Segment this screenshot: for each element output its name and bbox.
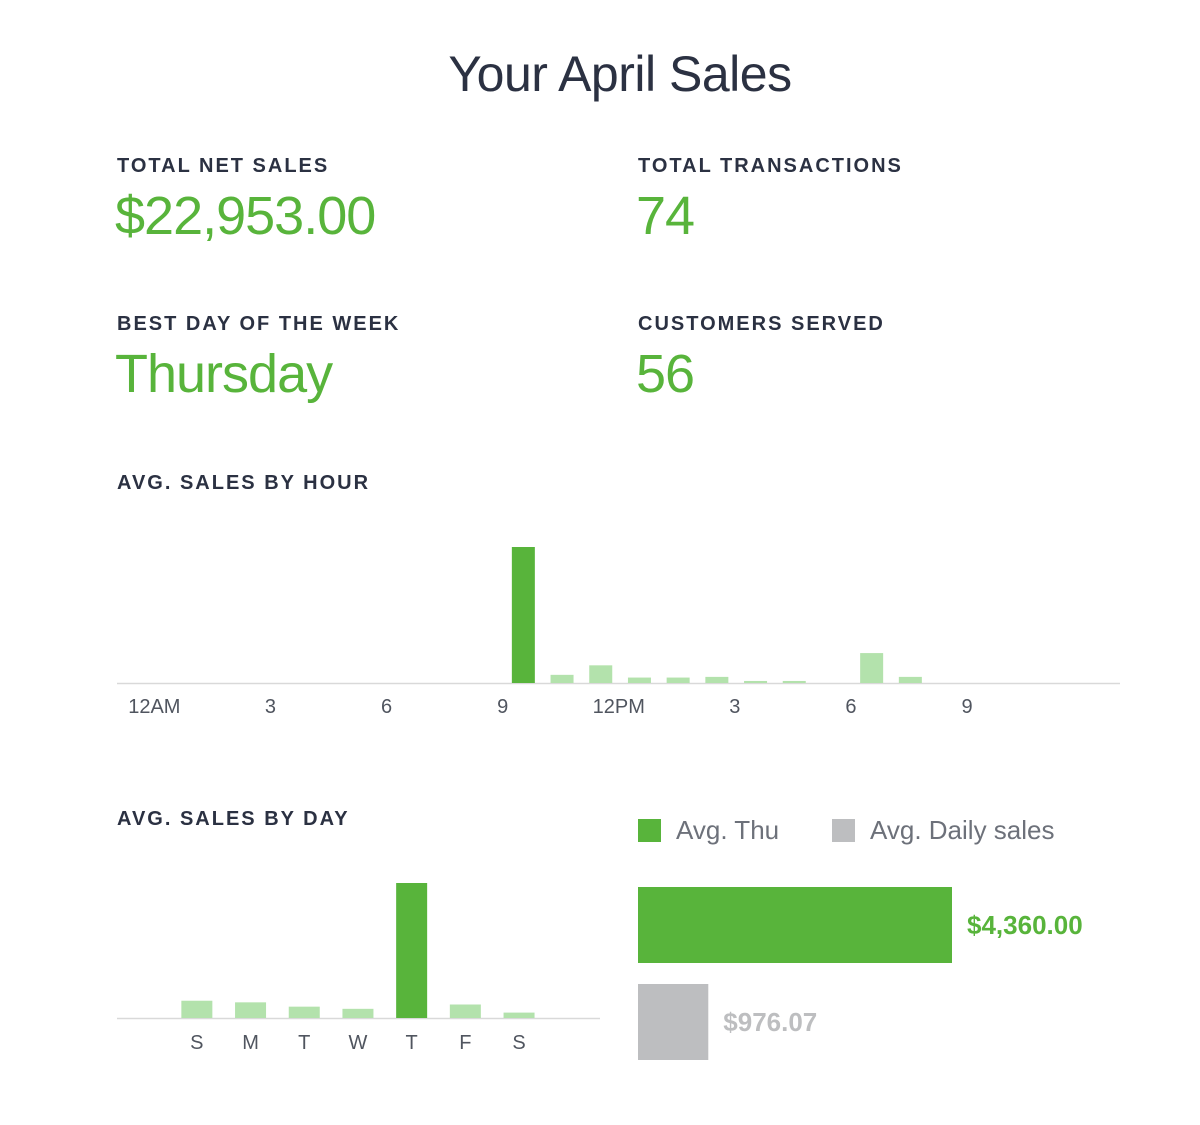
legend-label-1: Avg. Daily sales <box>870 815 1055 845</box>
sales-by-day-title: AVG. SALES BY DAY <box>117 808 350 830</box>
day-bar-1 <box>235 1002 267 1018</box>
hour-tick-label: 9 <box>497 696 508 718</box>
compare-bar-0 <box>638 887 952 963</box>
hour-bar-8PM <box>898 676 922 683</box>
total-net-sales-value: $22,953.00 <box>115 186 376 246</box>
day-tick-label: S <box>190 1032 203 1054</box>
day-bar-5 <box>449 1004 481 1018</box>
legend-label-0: Avg. Thu <box>676 815 779 845</box>
day-tick-label: F <box>459 1032 471 1054</box>
best-day-value: Thursday <box>115 344 333 404</box>
day-bar-3 <box>342 1008 374 1018</box>
day-bar-0 <box>181 1000 213 1018</box>
day-bar-6 <box>503 1012 535 1018</box>
compare-bar-label-0: $4,360.00 <box>967 910 1083 940</box>
hour-tick-label: 6 <box>845 696 856 718</box>
hour-tick-label: 12AM <box>128 696 180 718</box>
legend-swatch-1 <box>832 819 855 842</box>
hour-bar-4PM <box>744 680 768 683</box>
compare-bar-1 <box>638 984 709 1060</box>
hour-tick-label: 3 <box>729 696 740 718</box>
day-tick-label: T <box>298 1032 310 1054</box>
day-tick-label: W <box>349 1032 368 1054</box>
day-tick-label: T <box>406 1032 418 1054</box>
best-day-label: BEST DAY OF THE WEEK <box>117 313 401 335</box>
page-title: Your April Sales <box>448 46 792 102</box>
hour-bar-3PM <box>705 676 729 683</box>
hour-tick-label: 12PM <box>593 696 645 718</box>
hour-bar-2PM <box>666 677 690 683</box>
hour-tick-label: 3 <box>265 696 276 718</box>
hour-tick-label: 6 <box>381 696 392 718</box>
customers-served-label: CUSTOMERS SERVED <box>638 313 885 335</box>
day-tick-label: S <box>512 1032 525 1054</box>
customers-served-value: 56 <box>636 344 695 404</box>
hour-bar-12PM <box>589 665 613 683</box>
hour-bar-1PM <box>627 677 651 683</box>
total-transactions-label: TOTAL TRANSACTIONS <box>638 155 903 177</box>
hour-bar-7PM <box>860 653 884 683</box>
hour-tick-label: 9 <box>961 696 972 718</box>
hour-bar-10AM <box>511 547 535 683</box>
hour-bar-5PM <box>782 680 806 683</box>
sales-by-hour-title: AVG. SALES BY HOUR <box>117 472 371 494</box>
total-net-sales-label: TOTAL NET SALES <box>117 155 330 177</box>
legend-swatch-0 <box>638 819 661 842</box>
hour-bar-11AM <box>550 674 574 683</box>
total-transactions-value: 74 <box>636 186 695 246</box>
compare-bar-label-1: $976.07 <box>723 1007 817 1037</box>
day-bar-2 <box>288 1006 320 1018</box>
day-bar-4 <box>396 883 428 1018</box>
day-tick-label: M <box>242 1032 259 1054</box>
